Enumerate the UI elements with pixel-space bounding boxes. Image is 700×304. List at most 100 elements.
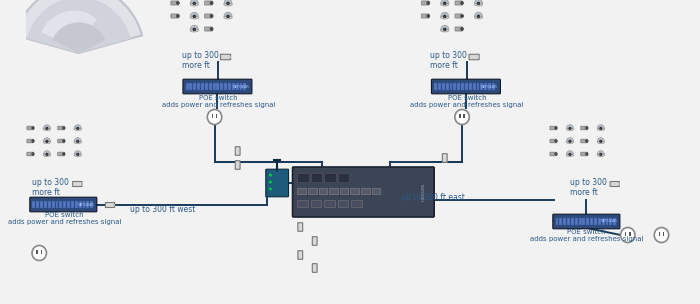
Bar — [232, 82, 235, 89]
Bar — [209, 82, 211, 89]
Bar — [659, 232, 660, 236]
Circle shape — [600, 128, 601, 129]
Wedge shape — [566, 151, 573, 154]
Circle shape — [32, 140, 34, 142]
Ellipse shape — [224, 16, 232, 19]
Bar — [67, 201, 70, 208]
Bar — [190, 82, 193, 89]
Circle shape — [194, 3, 195, 4]
Ellipse shape — [43, 127, 50, 131]
Text: NETGEAR: NETGEAR — [232, 85, 249, 88]
Circle shape — [586, 127, 588, 129]
Wedge shape — [475, 12, 482, 16]
Bar — [230, 56, 231, 58]
FancyBboxPatch shape — [431, 79, 500, 94]
Circle shape — [569, 127, 571, 130]
Circle shape — [443, 2, 446, 5]
Circle shape — [77, 154, 78, 155]
Bar — [329, 188, 338, 194]
FancyBboxPatch shape — [469, 54, 479, 60]
Circle shape — [269, 181, 272, 184]
Bar — [587, 217, 589, 224]
Bar — [52, 201, 55, 208]
Text: POE switch
adds power and refreshes signal: POE switch adds power and refreshes sign… — [8, 212, 121, 225]
Circle shape — [461, 15, 463, 17]
Circle shape — [32, 127, 34, 129]
FancyBboxPatch shape — [27, 139, 34, 143]
Ellipse shape — [597, 154, 605, 157]
FancyBboxPatch shape — [183, 79, 252, 94]
Bar — [244, 82, 246, 89]
FancyBboxPatch shape — [581, 126, 587, 130]
Bar — [488, 82, 491, 89]
Circle shape — [210, 27, 213, 30]
Circle shape — [600, 140, 602, 143]
Wedge shape — [190, 25, 198, 29]
Bar — [205, 82, 208, 89]
Ellipse shape — [74, 127, 81, 131]
Bar — [213, 82, 216, 89]
FancyBboxPatch shape — [581, 152, 587, 156]
Bar — [473, 82, 475, 89]
Bar — [311, 200, 321, 207]
Wedge shape — [52, 22, 106, 53]
Bar — [27, 127, 28, 129]
FancyBboxPatch shape — [442, 154, 447, 162]
Ellipse shape — [440, 16, 449, 19]
Bar — [75, 201, 78, 208]
FancyBboxPatch shape — [266, 169, 288, 197]
Circle shape — [427, 2, 430, 5]
Circle shape — [210, 2, 213, 5]
Bar — [41, 250, 42, 254]
FancyBboxPatch shape — [550, 139, 556, 143]
Bar — [446, 82, 449, 89]
Circle shape — [32, 246, 46, 261]
Circle shape — [477, 2, 480, 5]
Circle shape — [586, 140, 587, 142]
FancyBboxPatch shape — [610, 181, 620, 186]
Wedge shape — [224, 12, 232, 16]
Wedge shape — [566, 138, 573, 141]
Bar — [193, 82, 196, 89]
Bar — [27, 140, 28, 141]
Circle shape — [77, 128, 78, 129]
Bar — [361, 188, 370, 194]
Circle shape — [569, 153, 571, 156]
Bar — [298, 188, 306, 194]
Bar — [484, 82, 487, 89]
Circle shape — [455, 109, 469, 125]
Bar — [44, 201, 47, 208]
Bar — [71, 201, 74, 208]
Circle shape — [46, 154, 48, 155]
Bar — [211, 113, 214, 118]
FancyBboxPatch shape — [220, 54, 230, 60]
Bar — [618, 183, 620, 185]
Circle shape — [76, 140, 79, 143]
Circle shape — [478, 16, 479, 17]
Circle shape — [569, 128, 570, 129]
Bar — [57, 127, 59, 129]
Circle shape — [62, 127, 65, 129]
Bar — [338, 200, 349, 207]
Bar — [581, 127, 582, 129]
Wedge shape — [74, 151, 81, 154]
Ellipse shape — [440, 28, 449, 32]
Circle shape — [461, 28, 463, 30]
Bar — [220, 82, 223, 89]
Circle shape — [176, 15, 179, 18]
Bar — [351, 188, 359, 194]
Bar — [567, 217, 570, 224]
Wedge shape — [597, 125, 604, 128]
Bar — [201, 82, 204, 89]
Circle shape — [228, 3, 229, 4]
Circle shape — [444, 16, 445, 17]
Bar — [582, 217, 585, 224]
Text: up to 300
more ft: up to 300 more ft — [570, 178, 607, 197]
Bar — [40, 201, 43, 208]
Circle shape — [586, 153, 587, 155]
Circle shape — [586, 153, 588, 155]
Bar — [311, 173, 323, 182]
Bar — [442, 82, 444, 89]
Text: POE switch
adds power and refreshes signal: POE switch adds power and refreshes sign… — [410, 95, 524, 108]
Wedge shape — [441, 25, 449, 29]
